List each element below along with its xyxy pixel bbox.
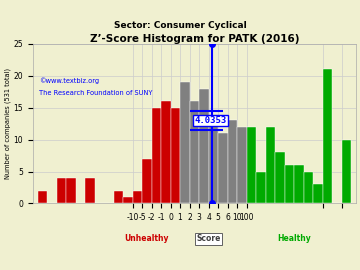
Y-axis label: Number of companies (531 total): Number of companies (531 total) [4, 68, 11, 179]
Text: ©www.textbiz.org: ©www.textbiz.org [39, 77, 99, 84]
Bar [190, 101, 199, 203]
Bar [247, 127, 256, 203]
Bar [161, 101, 171, 203]
Bar [113, 191, 123, 203]
Text: The Research Foundation of SUNY: The Research Foundation of SUNY [39, 90, 153, 96]
Bar [37, 191, 47, 203]
Bar [294, 165, 303, 203]
Bar [323, 69, 332, 203]
Bar [142, 159, 152, 203]
Bar [66, 178, 76, 203]
Bar [208, 120, 218, 203]
Bar [218, 133, 228, 203]
Bar [85, 178, 95, 203]
Bar [228, 120, 237, 203]
Bar [342, 140, 351, 203]
Bar [171, 108, 180, 203]
Bar [284, 165, 294, 203]
Text: Sector: Consumer Cyclical: Sector: Consumer Cyclical [114, 21, 246, 30]
Bar [180, 82, 190, 203]
Bar [199, 89, 208, 203]
Bar [266, 127, 275, 203]
Text: Healthy: Healthy [277, 234, 311, 243]
Bar [123, 197, 132, 203]
Bar [237, 127, 247, 203]
Bar [275, 152, 284, 203]
Bar [256, 171, 266, 203]
Bar [313, 184, 323, 203]
Text: Score: Score [196, 234, 221, 243]
Bar [57, 178, 66, 203]
Title: Z’-Score Histogram for PATK (2016): Z’-Score Histogram for PATK (2016) [90, 34, 299, 44]
Bar [132, 191, 142, 203]
Text: 4.0353: 4.0353 [194, 116, 226, 125]
Text: Unhealthy: Unhealthy [125, 234, 169, 243]
Bar [152, 108, 161, 203]
Bar [303, 171, 313, 203]
